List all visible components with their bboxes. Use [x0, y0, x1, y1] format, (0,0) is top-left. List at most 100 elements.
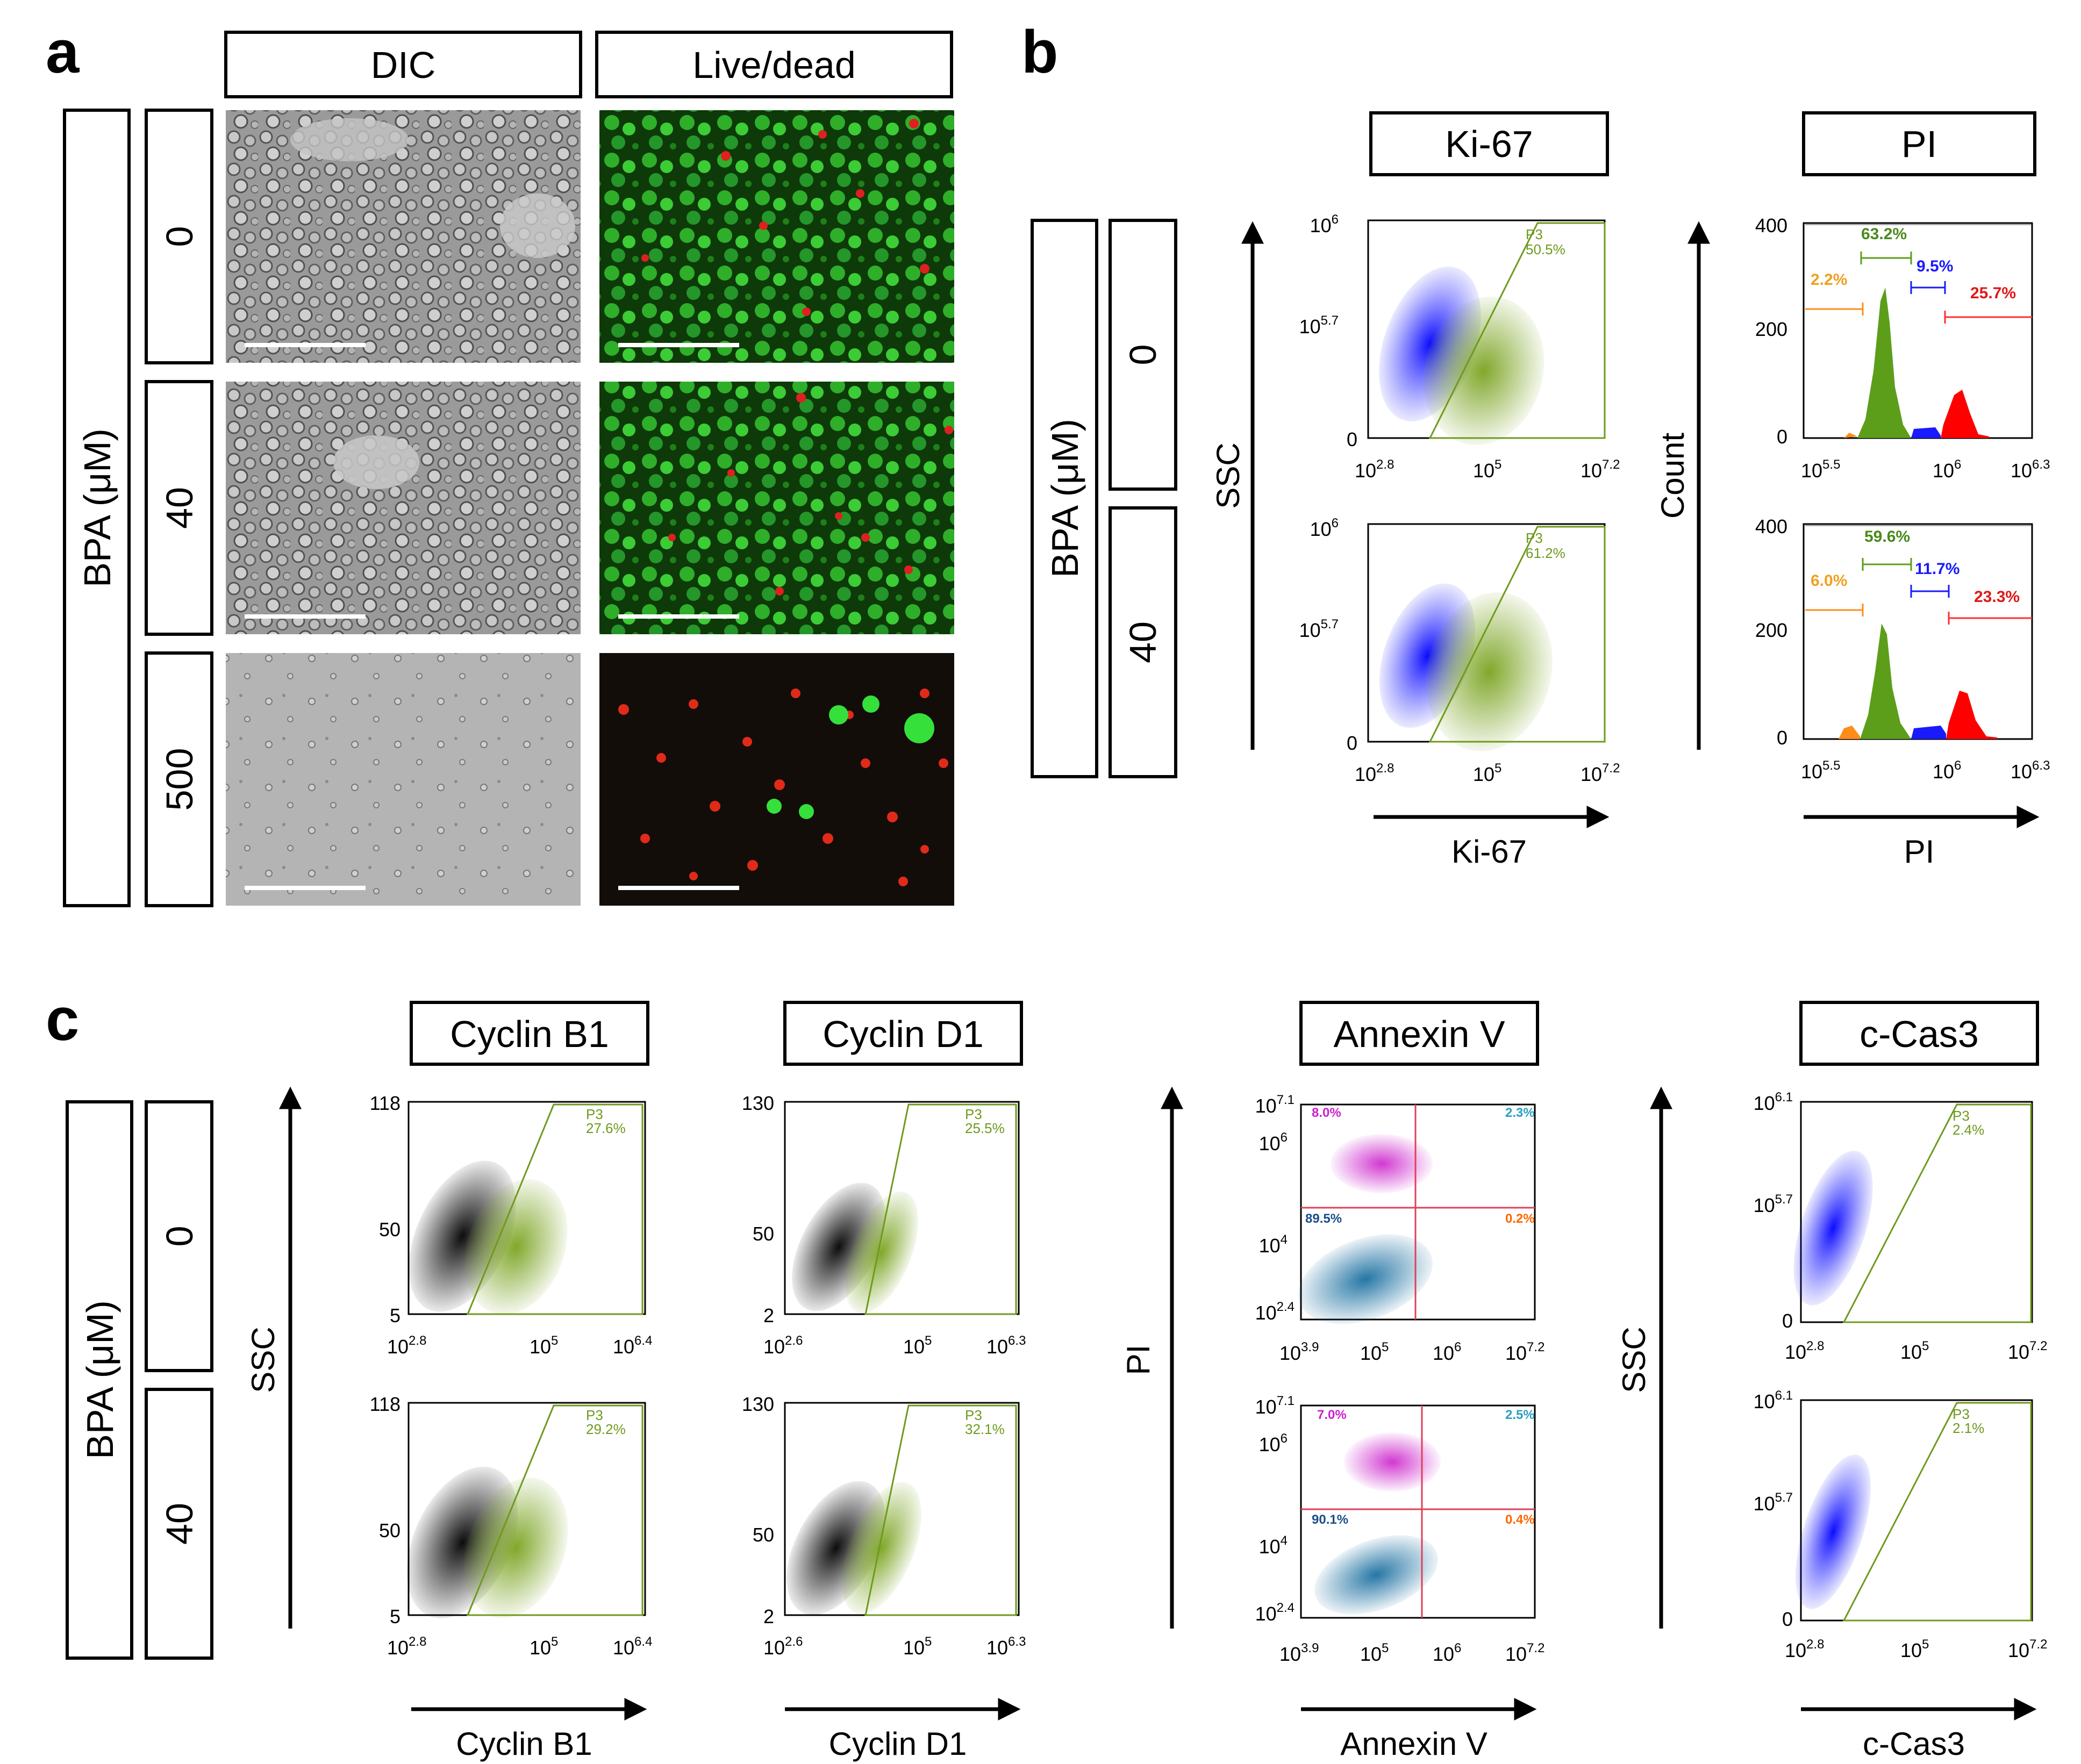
cyclind1-axis-label: Cyclin D1: [829, 1726, 967, 1762]
gate-name: P3: [1526, 226, 1543, 242]
positive-population: [1423, 296, 1544, 446]
quad-lr: 0.4%: [1505, 1512, 1535, 1527]
ytick: 0: [1347, 732, 1357, 754]
xtick: 102.8: [1785, 1637, 1824, 1661]
xtick-exp: 2.8: [409, 1333, 426, 1348]
ki67-scatter-40: P3 61.2% 106 105.7 0 102.8 105 107.2: [1299, 516, 1620, 785]
scale-bar: [618, 886, 739, 890]
positive-population: [464, 1478, 568, 1618]
count-label: Count: [1655, 433, 1691, 519]
ytick: 130: [742, 1092, 774, 1114]
xtick-exp: 3.9: [1301, 1340, 1319, 1354]
live-cells-500: [767, 695, 934, 819]
gate-s: [1910, 281, 1946, 294]
subg1-peak: [1844, 433, 1857, 438]
quad-ul: 8.0%: [1312, 1106, 1341, 1120]
xtick-exp: 7.2: [1602, 457, 1620, 472]
xtick-exp: 5: [1382, 1641, 1389, 1655]
header-box-cyclind1: [783, 1001, 1023, 1066]
g2m-peak: [1946, 691, 1997, 739]
xtick-exp: 5: [1494, 761, 1501, 776]
dose-label-0: 0: [159, 1226, 201, 1247]
xtick: 107.2: [1505, 1340, 1544, 1364]
gate-g2m: [1948, 612, 2032, 625]
xtick: 105: [1473, 457, 1501, 482]
xtick-exp: 5: [925, 1634, 932, 1649]
gate-name: P3: [965, 1407, 982, 1423]
panel-a: DIC Live/dead BPA (μM) 0 40 500: [63, 31, 954, 907]
gate-name: P3: [586, 1106, 603, 1122]
xtick: 102.8: [387, 1333, 426, 1358]
gate-pct: 29.2%: [586, 1421, 626, 1437]
xtick: 102.8: [387, 1634, 426, 1659]
header-box-dic: [224, 31, 582, 98]
dose-box-500: [145, 651, 213, 907]
xtick-exp: 5.5: [1822, 457, 1840, 472]
pct-subg1: 2.2%: [1811, 271, 1847, 289]
quad-ur: 2.3%: [1505, 1106, 1535, 1120]
xtick-exp: 5.5: [1822, 758, 1840, 773]
xtick: 107.2: [1581, 457, 1620, 482]
panel-c: BPA (μM) 0 40 Cyclin B1 Cyclin D1 Annexi…: [66, 1001, 2047, 1762]
ytick: 0: [1347, 428, 1357, 450]
gate-p3: [864, 1404, 1017, 1616]
xtick: 106.3: [2011, 457, 2050, 482]
quad-ur: 2.5%: [1505, 1408, 1535, 1422]
gate-p3: [1428, 222, 1606, 439]
annexin-plot-0: 8.0% 2.3% 89.5% 0.2% 107.1 106 104 102.4…: [1255, 1093, 1545, 1364]
xtick: 105: [903, 1634, 932, 1659]
ytick: 200: [1755, 318, 1787, 340]
ytick: 400: [1755, 515, 1787, 537]
pi-label: PI: [1120, 1345, 1156, 1375]
xtick-exp: 7.2: [1602, 761, 1620, 776]
xtick: 103.9: [1279, 1641, 1319, 1665]
xtick: 106: [1433, 1340, 1461, 1364]
pi-histogram-40: 6.0% 59.6% 11.7% 23.3% 400 200 0 105.5 1…: [1755, 515, 2050, 783]
row-label-bpa: BPA (μM): [76, 428, 118, 587]
plot-frame: [1803, 222, 2033, 439]
cyclinb1-plot-0: P3 27.6% 118 50 5 102.8 105 106.4: [370, 1092, 653, 1358]
header-box-ki67: [1369, 111, 1609, 176]
header-box-ccas3: [1799, 1001, 2039, 1066]
xtick: 103.9: [1279, 1340, 1319, 1364]
cyclinb1-plot-40: P3 29.2% 118 50 5 102.8 105 106.4: [370, 1393, 653, 1659]
ytick: 50: [379, 1218, 401, 1240]
xtick-exp: 6.3: [2032, 758, 2050, 773]
annexin-axis-label: Annexin V: [1340, 1726, 1488, 1762]
ytick: 118: [370, 1393, 401, 1415]
pct-g2m: 25.7%: [1970, 284, 2016, 302]
cyclind1-plot-0: P3 25.5% 130 50 2 102.6 105 106.3: [742, 1092, 1026, 1358]
xtick-exp: 5: [551, 1333, 558, 1348]
gate-g1: [1860, 252, 1912, 264]
ssc-label: SSC: [1210, 442, 1246, 508]
gate-subg1: [1805, 604, 1864, 616]
xtick-exp: 7.2: [2029, 1637, 2047, 1652]
ytick-exp: 5.7: [1775, 1192, 1793, 1207]
ssc-label: SSC: [245, 1326, 281, 1393]
ytick-exp: 6: [1281, 1431, 1288, 1446]
gate-name: P3: [1953, 1108, 1970, 1124]
dose-box-0: [145, 1100, 213, 1372]
g2m-peak: [1941, 390, 1989, 438]
ytick-exp: 2.4: [1277, 1300, 1295, 1314]
xtick: 105: [1900, 1339, 1929, 1363]
positive-population: [845, 1191, 918, 1314]
gate-p3: [1842, 1402, 2032, 1622]
scale-bar: [245, 614, 366, 619]
xtick: 105: [530, 1634, 558, 1659]
header-ccas3: c-Cas3: [1860, 1013, 1979, 1055]
dose-box-0: [145, 109, 213, 364]
dose-label-0: 0: [159, 226, 201, 247]
xtick: 102.6: [763, 1634, 803, 1659]
ytick: 130: [742, 1393, 774, 1415]
quad-ll: 89.5%: [1305, 1211, 1342, 1226]
s-peak: [1911, 427, 1941, 438]
ytick: 0: [1777, 727, 1787, 749]
ytick: 104: [1259, 1533, 1288, 1558]
gate-p3: [466, 1404, 643, 1616]
xtick: 107.2: [2008, 1339, 2047, 1363]
panel-b: Ki-67 PI BPA (μM) 0 40 SSC Ki-67 Count P…: [1031, 111, 2050, 870]
ytick: 5: [390, 1304, 401, 1326]
xtick-exp: 7.2: [1527, 1340, 1544, 1354]
header-annexin: Annexin V: [1333, 1013, 1505, 1055]
